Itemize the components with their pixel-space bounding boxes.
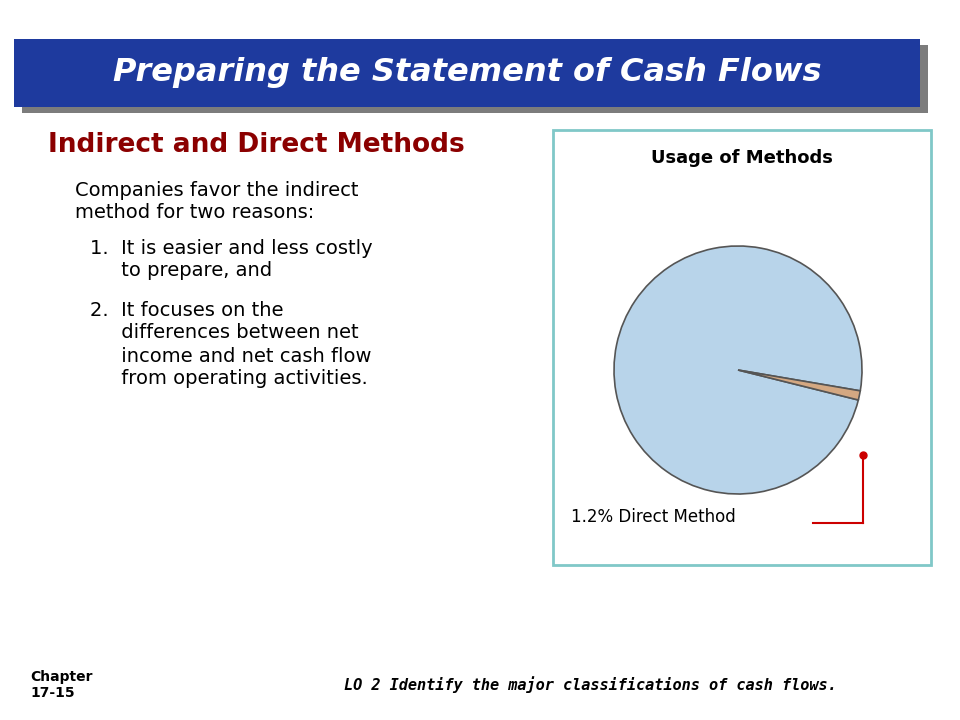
FancyBboxPatch shape <box>14 39 920 107</box>
Text: differences between net: differences between net <box>90 323 359 343</box>
Text: 1.2% Direct Method: 1.2% Direct Method <box>571 508 735 526</box>
Bar <box>553 130 931 565</box>
Wedge shape <box>738 370 860 400</box>
Text: 1.  It is easier and less costly: 1. It is easier and less costly <box>90 238 372 258</box>
FancyBboxPatch shape <box>22 45 928 113</box>
Text: method for two reasons:: method for two reasons: <box>75 204 314 222</box>
Text: Indirect and Direct Methods: Indirect and Direct Methods <box>48 132 465 158</box>
Text: LO 2 Identify the major classifications of cash flows.: LO 2 Identify the major classifications … <box>344 677 836 693</box>
Wedge shape <box>614 246 862 494</box>
Text: Preparing the Statement of Cash Flows: Preparing the Statement of Cash Flows <box>112 56 821 88</box>
Text: 98.8%
Indirect Method: 98.8% Indirect Method <box>667 288 797 327</box>
Text: Chapter
17-15: Chapter 17-15 <box>30 670 92 700</box>
Text: Usage of Methods: Usage of Methods <box>651 149 833 167</box>
Text: to prepare, and: to prepare, and <box>90 261 272 281</box>
Text: Companies favor the indirect: Companies favor the indirect <box>75 181 358 199</box>
Text: from operating activities.: from operating activities. <box>90 369 368 389</box>
Text: 2.  It focuses on the: 2. It focuses on the <box>90 300 283 320</box>
Text: income and net cash flow: income and net cash flow <box>90 346 372 366</box>
